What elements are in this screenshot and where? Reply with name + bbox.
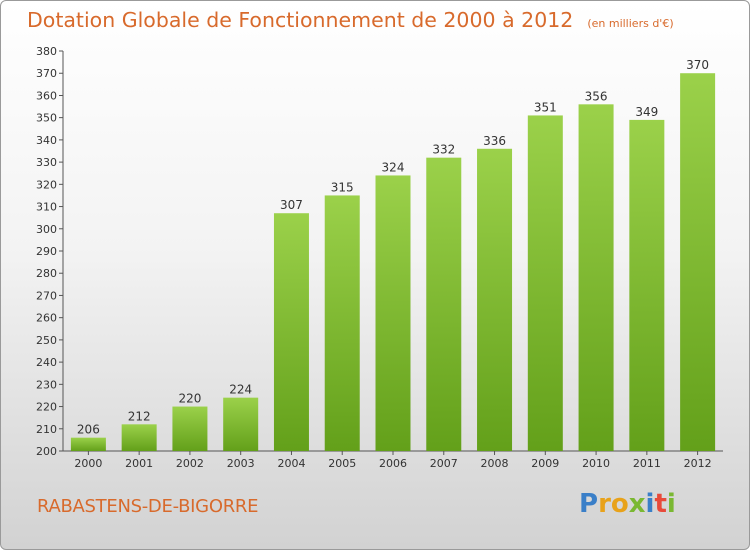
x-tick-label: 2009	[531, 457, 559, 470]
bar	[375, 175, 411, 451]
y-tick-label: 380	[36, 45, 57, 58]
data-label: 315	[331, 180, 354, 194]
bar	[172, 406, 208, 451]
x-tick-label: 2005	[328, 457, 356, 470]
y-tick-label: 240	[36, 356, 57, 369]
bar	[223, 397, 259, 451]
bar	[578, 104, 614, 451]
y-tick-label: 280	[36, 267, 57, 280]
bar	[527, 115, 563, 451]
x-tick-label: 2004	[277, 457, 305, 470]
y-tick-label: 370	[36, 67, 57, 80]
data-label: 224	[229, 383, 252, 397]
bar	[426, 157, 462, 451]
x-tick-label: 2007	[430, 457, 458, 470]
y-tick-label: 220	[36, 401, 57, 414]
bar	[70, 437, 106, 451]
x-tick-label: 2010	[582, 457, 610, 470]
data-label: 356	[585, 89, 608, 103]
unit-note: (en milliers d'€)	[587, 17, 674, 30]
data-label: 351	[534, 100, 557, 114]
y-tick-label: 300	[36, 223, 57, 236]
y-tick-label: 350	[36, 112, 57, 125]
y-tick-label: 330	[36, 156, 57, 169]
y-tick-label: 310	[36, 201, 57, 214]
bar	[121, 424, 157, 451]
data-label: 349	[635, 105, 658, 119]
bar	[629, 119, 665, 451]
x-tick-label: 2001	[125, 457, 153, 470]
data-label: 370	[686, 58, 709, 72]
x-tick-label: 2000	[74, 457, 102, 470]
data-label: 307	[280, 198, 303, 212]
data-label: 336	[483, 134, 506, 148]
x-tick-label: 2006	[379, 457, 407, 470]
data-label: 220	[178, 392, 201, 406]
chart-title: Dotation Globale de Fonctionnement de 20…	[27, 8, 674, 32]
y-tick-label: 200	[36, 445, 57, 458]
y-tick-label: 360	[36, 89, 57, 102]
y-tick-label: 320	[36, 178, 57, 191]
commune-name: RABASTENS-DE-BIGORRE	[37, 496, 259, 517]
x-tick-label: 2002	[176, 457, 204, 470]
data-label: 332	[432, 143, 455, 157]
y-tick-label: 210	[36, 423, 57, 436]
data-label: 212	[128, 409, 151, 423]
bar	[324, 195, 360, 451]
x-tick-label: 2011	[633, 457, 661, 470]
data-label: 206	[77, 423, 100, 437]
bar	[680, 73, 716, 451]
bar	[477, 148, 513, 451]
chart-title-text: Dotation Globale de Fonctionnement de 20…	[27, 8, 574, 32]
y-tick-label: 290	[36, 245, 57, 258]
y-tick-label: 260	[36, 312, 57, 325]
y-tick-label: 250	[36, 334, 57, 347]
x-tick-label: 2003	[227, 457, 255, 470]
y-tick-label: 270	[36, 289, 57, 302]
y-tick-label: 230	[36, 378, 57, 391]
data-label: 324	[382, 160, 405, 174]
y-tick-label: 340	[36, 134, 57, 147]
bar	[273, 213, 309, 451]
x-tick-label: 2012	[684, 457, 712, 470]
proxiti-logo: Proxiti	[579, 489, 676, 519]
x-tick-label: 2008	[481, 457, 509, 470]
